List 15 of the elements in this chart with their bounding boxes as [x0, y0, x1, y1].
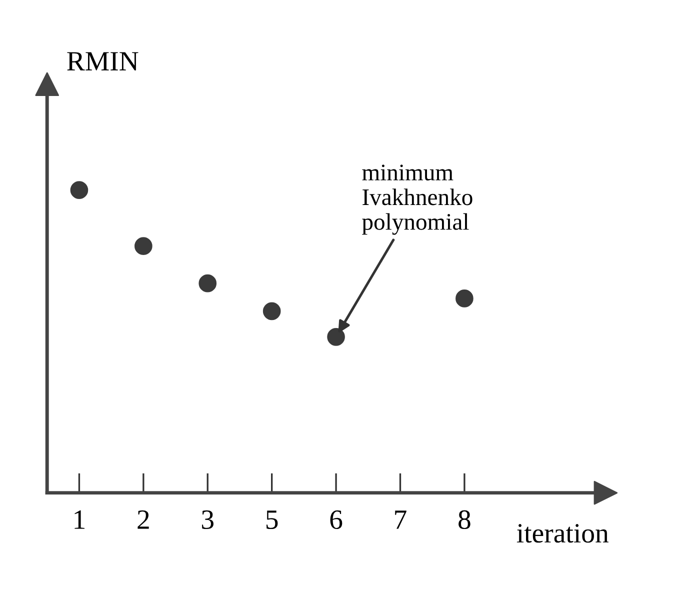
x-axis-title: iteration [516, 524, 608, 543]
x-tick-label: 7 [395, 510, 406, 529]
point [198, 274, 217, 292]
point [134, 237, 152, 256]
x-tick-label: 1 [74, 510, 84, 529]
y-axis-title: RMIN [67, 52, 138, 70]
point [70, 181, 88, 200]
x-tick-label: 5 [266, 510, 278, 530]
x-tick-label: 2 [138, 510, 149, 529]
annotation: minimum Ivakhnenko polynomial [362, 164, 472, 235]
x-tick-label: 8 [458, 510, 470, 530]
x-tick-label: 3 [202, 510, 214, 530]
point [262, 302, 281, 320]
x-tick-label: 6 [330, 510, 342, 530]
point [327, 328, 345, 346]
